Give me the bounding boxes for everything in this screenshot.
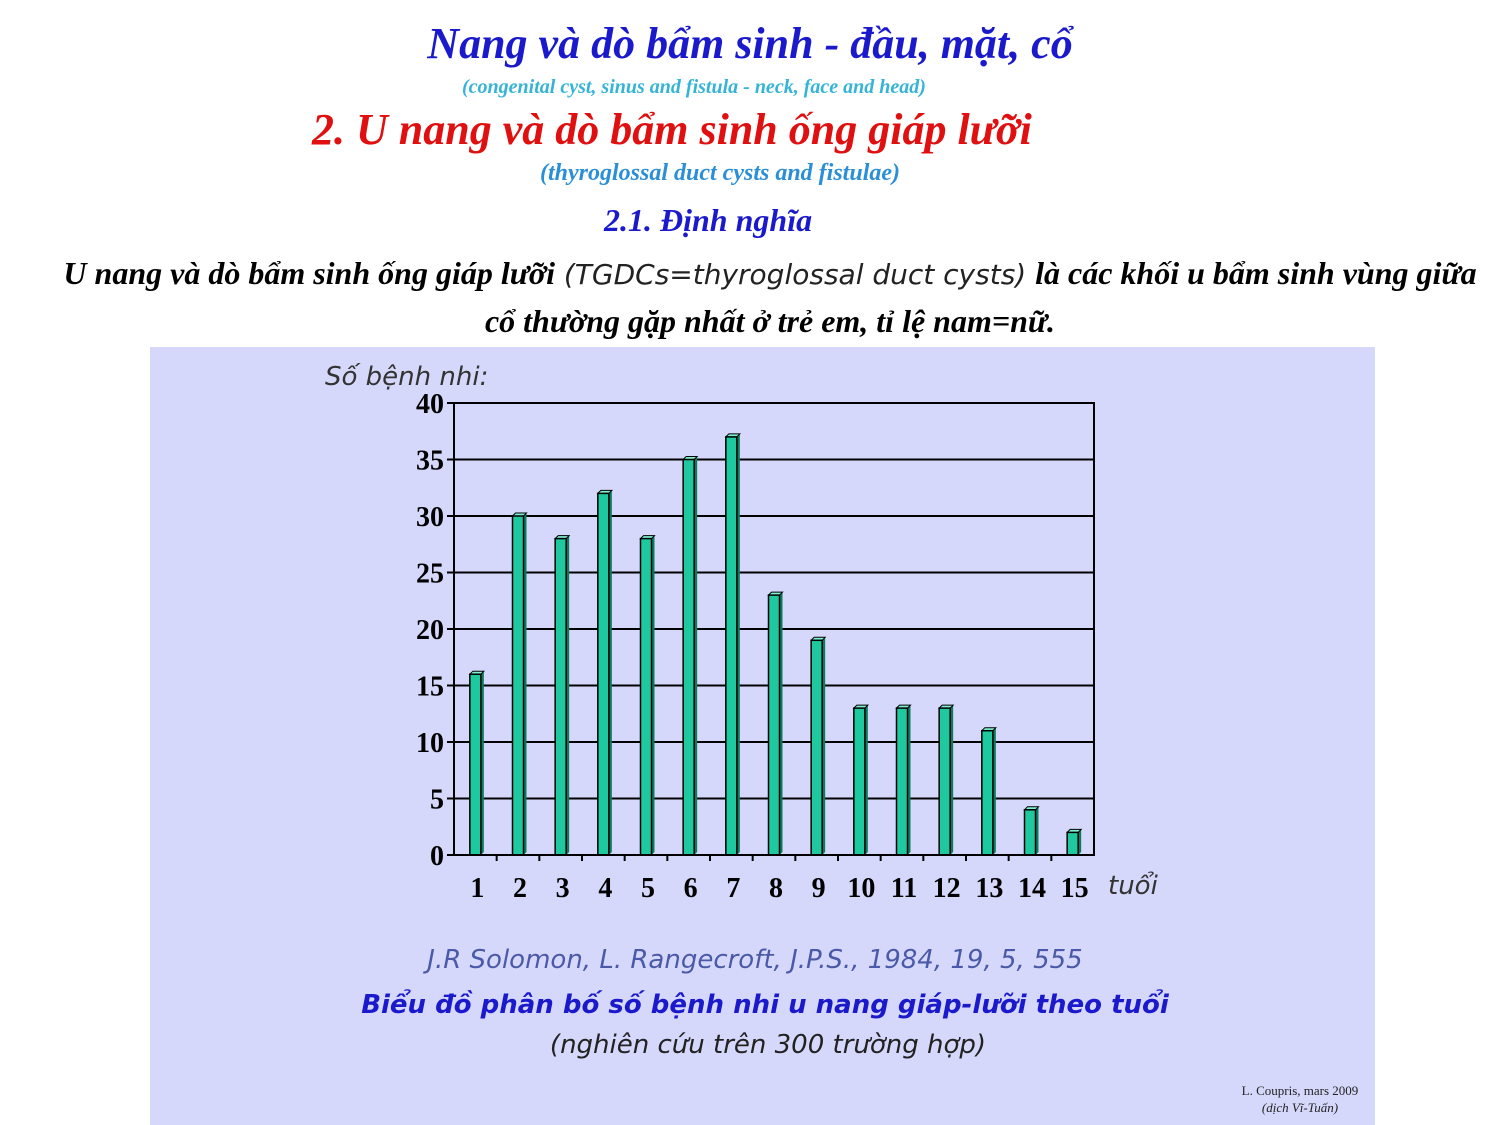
slide-title: Nang và dò bẩm sinh - đầu, mặt, cổ	[427, 19, 1073, 68]
x-tick-label: 4	[598, 873, 612, 904]
bar	[1023, 809, 1037, 856]
bar	[511, 515, 525, 856]
x-tick-label: 8	[769, 873, 783, 904]
x-tick-label: 7	[726, 873, 740, 904]
y-tick-label: 5	[430, 785, 444, 816]
bar-side	[1078, 829, 1082, 855]
bar	[725, 436, 738, 856]
chart-panel: 0 5 10 15 20 25 30 35 40 1 2 3 4 5 6 7 8 9 10 11 12 13 14 15 Số…	[150, 347, 1375, 1125]
x-tick-label: 1	[470, 873, 484, 904]
y-axis-label: Số bệnh nhi:	[325, 362, 488, 392]
credit-author: L. Coupris, mars 2009	[1242, 1083, 1359, 1098]
x-tick-label: 2	[513, 873, 527, 904]
slide-title-english: (congenital cyst, sinus and fistula - ne…	[462, 76, 926, 98]
bar	[981, 729, 994, 856]
definition-paragraph: U nang và dò bẩm sinh ống giáp lưỡi (TGD…	[60, 250, 1480, 344]
y-tick-label: 20	[416, 615, 444, 646]
bar	[853, 707, 866, 856]
bar	[682, 458, 695, 856]
bar	[554, 537, 567, 856]
subsection-heading: 2.1. Định nghĩa	[604, 202, 813, 238]
bar	[639, 537, 653, 856]
bar	[1066, 831, 1079, 856]
chart-caption-sub: (nghiên cứu trên 300 trường hợp)	[550, 1030, 986, 1060]
y-tick-label: 0	[430, 841, 444, 872]
chart-source: J.R Solomon, L. Rangecroft, J.P.S., 1984…	[422, 945, 1082, 975]
bar	[895, 707, 909, 856]
x-tick-label: 6	[684, 873, 698, 904]
bar	[597, 492, 610, 856]
chart-caption: Biểu đồ phân bố số bệnh nhi u nang giáp-…	[361, 987, 1170, 1020]
x-tick-label: 15	[1061, 873, 1089, 904]
definition-body: là các khối u bẩm sinh vùng giữa cổ thườ…	[484, 255, 1477, 339]
y-tick-label: 10	[416, 728, 444, 759]
y-tick-label: 35	[416, 446, 444, 477]
section-title-english: (thyroglossal duct cysts and fistulae)	[540, 160, 901, 186]
x-axis-label: tuổi	[1108, 870, 1159, 901]
y-tick-label: 40	[416, 389, 444, 420]
bars	[468, 433, 1083, 856]
x-tick-label: 9	[812, 873, 826, 904]
credit-translator: (dịch Vĩ-Tuấn)	[1262, 1100, 1338, 1115]
bar	[938, 707, 951, 856]
bar-side	[608, 490, 612, 855]
x-tick-label: 5	[641, 873, 655, 904]
x-tick-label: 12	[933, 873, 961, 904]
definition-term: U nang và dò bẩm sinh ống giáp lưỡi	[63, 255, 555, 291]
x-tick-label: 3	[556, 873, 570, 904]
y-tick-label: 15	[416, 672, 444, 703]
x-tick-label: 11	[891, 873, 917, 904]
section-title: 2. U nang và dò bẩm sinh ống giáp lưỡi	[312, 105, 1032, 154]
x-tick-label: 10	[847, 873, 875, 904]
x-tick-label: 13	[975, 873, 1003, 904]
y-tick-label: 25	[416, 559, 444, 590]
bar	[469, 673, 482, 856]
bar	[810, 639, 823, 856]
bar	[767, 594, 781, 856]
definition-abbreviation: (TGDCs=thyroglossal duct cysts)	[554, 258, 1036, 291]
y-tick-label: 30	[416, 502, 444, 533]
x-tick-label: 14	[1018, 873, 1046, 904]
